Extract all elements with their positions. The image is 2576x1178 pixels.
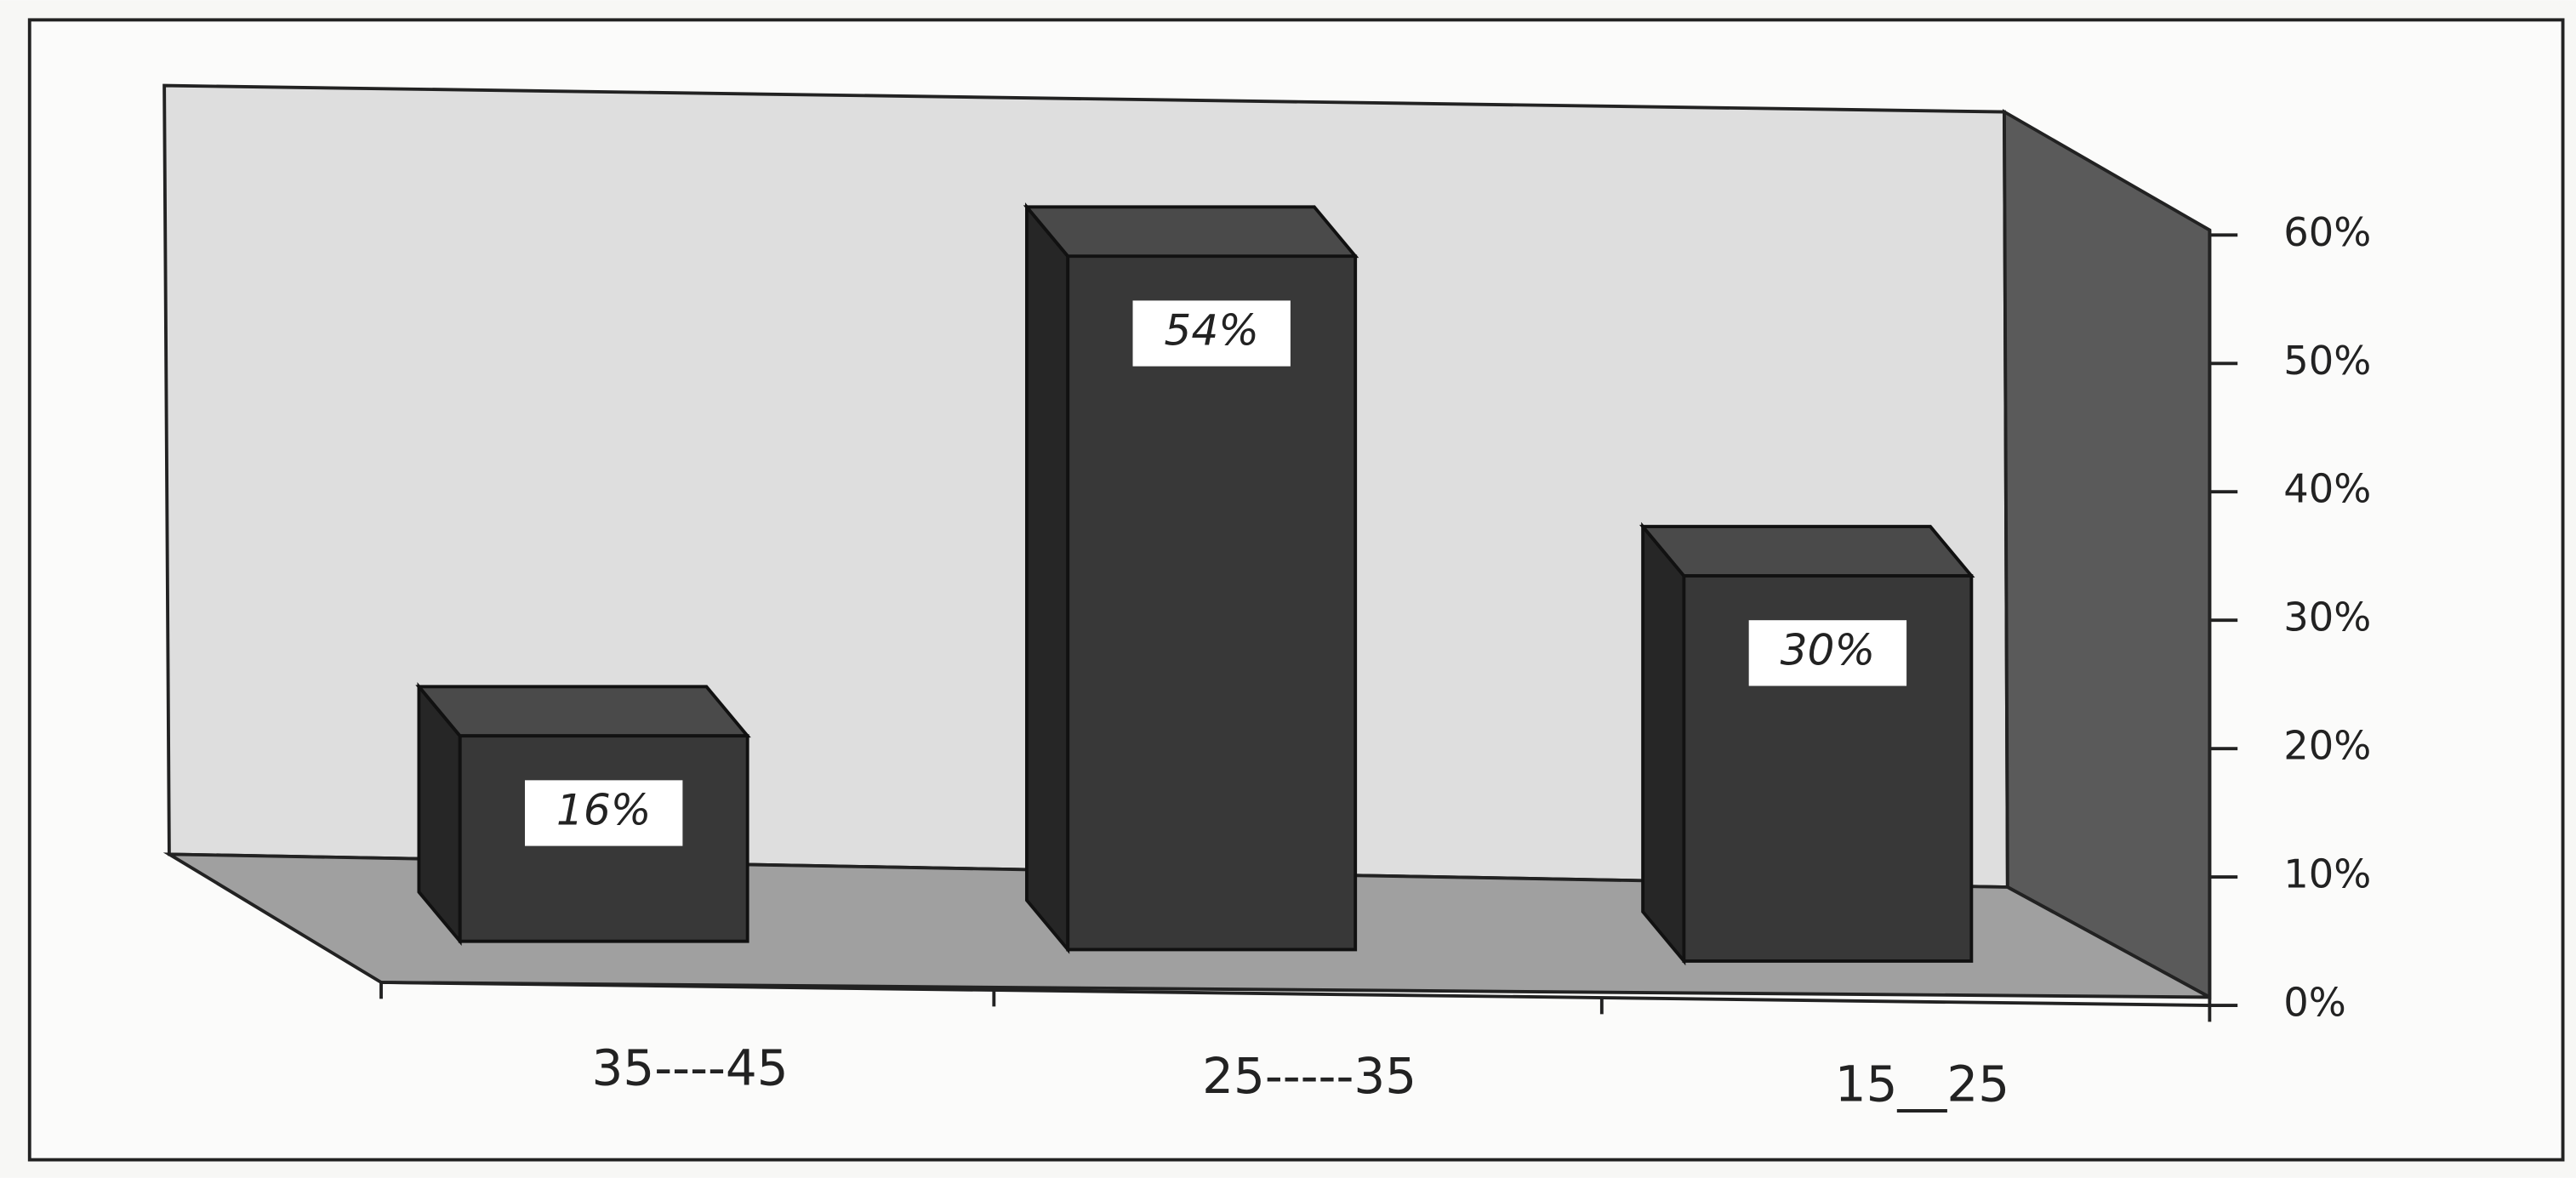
value-label-box xyxy=(1132,300,1291,367)
bar-top xyxy=(1023,205,1359,259)
value-label: 54% xyxy=(1164,305,1259,356)
x-axis xyxy=(380,981,2210,1007)
bar xyxy=(1023,202,1359,954)
bar-front xyxy=(1066,254,1358,952)
x-tick-label: 35----45 xyxy=(592,1039,789,1096)
y-tick-label: 30% xyxy=(2283,595,2371,640)
y-tick-label: 60% xyxy=(2283,209,2371,255)
side-wall xyxy=(2003,109,2212,1000)
y-tick-label: 40% xyxy=(2283,466,2371,512)
value-label: 16% xyxy=(556,784,652,834)
y-tick-label: 10% xyxy=(2283,851,2371,897)
value-label-box xyxy=(524,780,683,846)
y-tick-label: 0% xyxy=(2283,980,2346,1026)
y-tick-label: 50% xyxy=(2283,338,2371,384)
bar-side xyxy=(1025,202,1070,954)
bar-top xyxy=(415,685,751,738)
value-label: 30% xyxy=(1781,624,1876,674)
bar-top xyxy=(1638,525,1975,578)
bar-side xyxy=(1641,521,1686,966)
x-tick-label: 15__25 xyxy=(1835,1056,2009,1113)
bar xyxy=(1638,521,1975,966)
value-label-box xyxy=(1748,620,1907,686)
x-tick-label: 25-----35 xyxy=(1202,1047,1416,1105)
y-tick-label: 20% xyxy=(2283,723,2371,769)
